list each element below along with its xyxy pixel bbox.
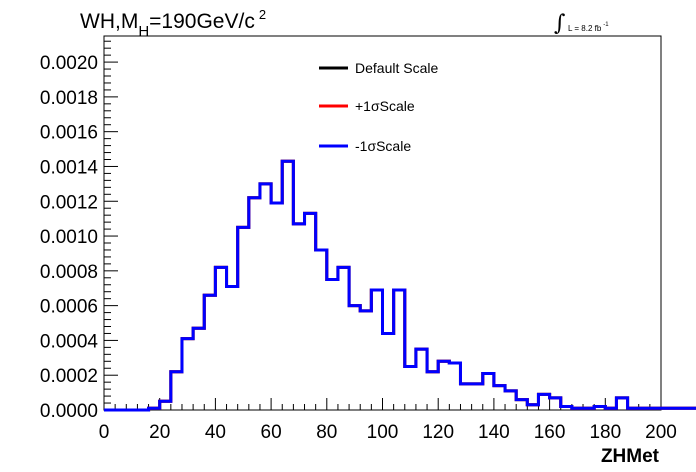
x-axis-label: ZHMet xyxy=(601,446,660,467)
y-axis: 0.0000 0.0002 0.0004 0.0006 0.0008 0.0010 0.00… xyxy=(40,40,118,422)
title-rest: =190GeV/c xyxy=(149,10,255,33)
x-tick-label: 20 xyxy=(149,422,170,443)
y-tick-label: 0.0006 xyxy=(40,297,98,318)
y-tick-label: 0.0010 xyxy=(40,227,98,248)
x-tick-label: 120 xyxy=(422,422,454,443)
x-tick-label: 160 xyxy=(534,422,566,443)
y-tick-label: 0.0018 xyxy=(40,88,98,109)
x-tick-label: 80 xyxy=(316,422,337,443)
x-tick-label: 40 xyxy=(205,422,226,443)
title-superscript: 2 xyxy=(259,7,266,22)
title-subscript: H xyxy=(138,23,149,40)
y-tick-label: 0.0020 xyxy=(40,53,98,74)
legend-label-default: Default Scale xyxy=(355,60,438,76)
lumi-superscript: -1 xyxy=(603,22,609,28)
series-line-2 xyxy=(104,159,696,412)
series-line-1 xyxy=(104,159,696,412)
y-tick-label: 0.0016 xyxy=(40,123,98,144)
y-tick-label: 0.0002 xyxy=(40,366,98,387)
y-tick-label: 0.0000 xyxy=(40,401,98,422)
x-axis: 0 20 40 60 80 100 120 140 160 180 200 xyxy=(99,398,677,443)
series-line-0 xyxy=(104,159,696,412)
x-tick-label: 100 xyxy=(367,422,399,443)
x-tick-label: 180 xyxy=(589,422,621,443)
y-tick-label: 0.0012 xyxy=(40,192,98,213)
y-tick-label: 0.0008 xyxy=(40,262,98,283)
integral-sign: ∫ xyxy=(554,11,566,36)
x-tick-label: 200 xyxy=(645,422,677,443)
series-group xyxy=(104,159,696,412)
y-tick-label: 0.0014 xyxy=(40,157,99,178)
x-tick-label: 60 xyxy=(261,422,282,443)
legend-label-plus1sigma: +1σScale xyxy=(355,98,415,114)
legend-label-minus1sigma: -1σScale xyxy=(355,138,411,154)
legend: Default Scale +1σScale -1σScale xyxy=(319,60,438,154)
chart-title: WH,MH=190GeV/c 2 xyxy=(80,7,266,40)
lumi-text: L = 8.2 fb xyxy=(568,24,602,33)
plot-frame xyxy=(103,35,662,411)
x-tick-label: 140 xyxy=(478,422,510,443)
x-tick-label: 0 xyxy=(99,422,110,443)
lumi-label: L = 8.2 fb -1 xyxy=(568,22,609,33)
title-main: WH,M xyxy=(80,10,138,33)
y-tick-label: 0.0004 xyxy=(40,331,99,352)
